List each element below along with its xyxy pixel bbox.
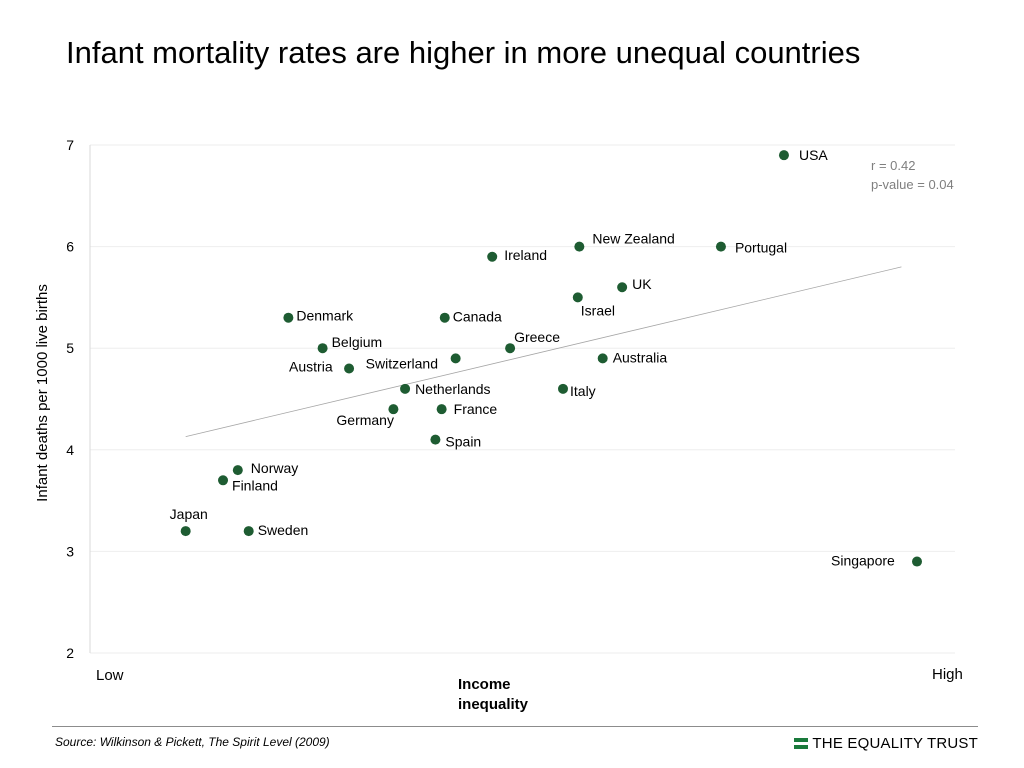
source-note: Source: Wilkinson & Pickett, The Spirit … [55,735,330,749]
data-point-portugal [715,241,726,252]
data-point-singapore [912,556,922,567]
chart-title: Infant mortality rates are higher in mor… [66,35,861,70]
data-point-finland [218,475,229,486]
data-point-japan [180,526,191,537]
data-point-ireland [487,251,498,262]
data-point-netherlands [400,383,411,394]
data-point-uk [617,282,628,293]
data-point-greece [505,343,516,354]
point-label: Norway [251,460,298,476]
x-axis-label-line: inequality [458,696,529,713]
point-label: Sweden [258,522,309,538]
data-point-new-zealand [574,241,585,252]
data-point-sweden [243,526,254,537]
trend-line [185,266,902,437]
point-label: Ireland [504,247,547,263]
point-label: Finland [232,477,278,493]
point-label: USA [799,147,828,163]
data-point-germany [388,404,399,415]
data-points [180,150,922,567]
x-axis-low-label: Low [96,667,124,684]
brand-logo: THE EQUALITY TRUST [794,735,978,752]
correlation-r: r = 0.42 [871,158,915,173]
x-axis-label-line: Income [458,676,511,693]
data-point-denmark [283,312,294,323]
data-point-australia [597,353,608,364]
point-label: Canada [453,309,502,325]
data-point-belgium [317,343,328,354]
point-label: Germany [336,412,394,428]
data-point-france [436,404,447,415]
point-label: Australia [613,349,668,365]
data-point-spain [430,434,441,445]
y-tick-labels: 2 3 4 5 6 7 [66,137,74,661]
point-label: Singapore [831,553,895,569]
y-tick-label: 7 [66,137,74,153]
data-point-norway [232,465,243,476]
y-axis-label: Infant deaths per 1000 live births [34,284,51,502]
equals-bars-icon [794,738,809,749]
point-label: Israel [581,302,615,318]
y-tick-label: 2 [66,645,74,661]
y-tick-label: 5 [66,340,74,356]
correlation-p-value: p-value = 0.04 [871,177,954,192]
grid-lines [90,144,955,654]
x-axis-high-label: High [932,666,963,683]
y-tick-label: 3 [66,543,74,559]
x-axis-label: Income inequality [458,676,529,713]
point-label: Austria [289,359,333,375]
point-label: New Zealand [592,231,675,247]
brand-name: THE EQUALITY TRUST [812,735,978,752]
data-point-canada [439,312,450,323]
point-label: UK [632,276,652,292]
point-label: Belgium [332,334,383,350]
data-point-usa [778,150,789,161]
point-label: Japan [170,506,208,522]
point-label: Italy [570,383,596,399]
data-point-israel [572,292,583,303]
point-label: Spain [445,434,481,450]
y-tick-label: 4 [66,442,74,458]
data-point-austria [344,363,355,374]
point-label: Greece [514,329,560,345]
point-label: Switzerland [366,355,438,371]
y-tick-label: 6 [66,239,74,255]
footer-divider [52,726,978,727]
data-point-switzerland [450,353,461,364]
point-label: Denmark [296,308,354,324]
point-label: France [454,401,498,417]
data-point-italy [558,383,569,394]
point-label: Netherlands [415,381,491,397]
point-label: Portugal [735,240,787,256]
